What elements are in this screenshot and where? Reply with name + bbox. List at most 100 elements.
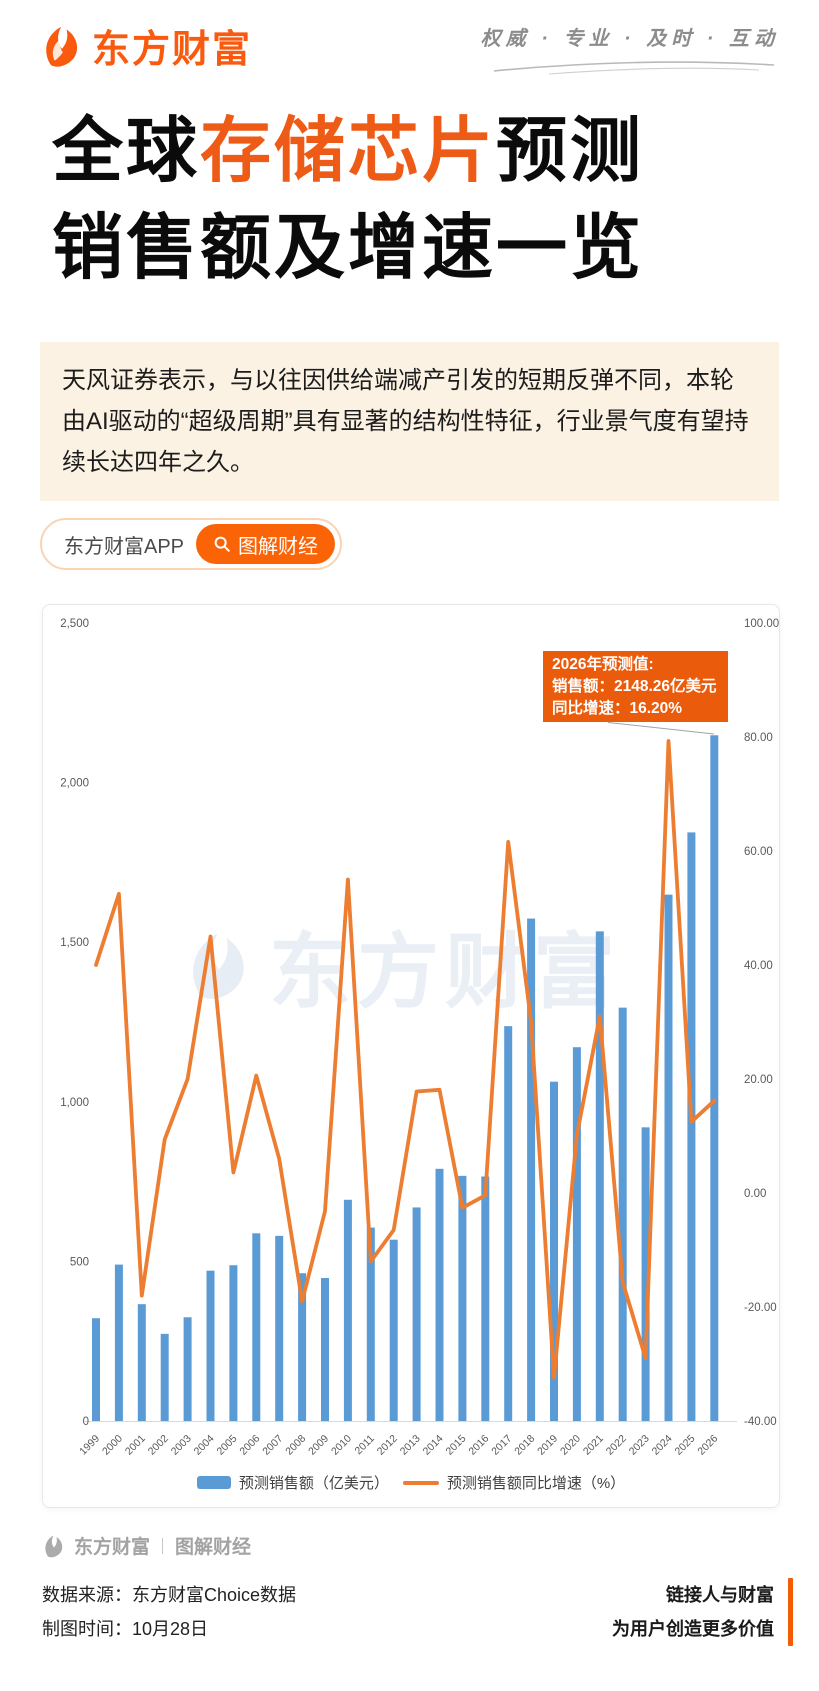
right-axis-tick: 80.00 [744, 732, 773, 744]
right-axis-tick: 60.00 [744, 846, 773, 858]
x-axis-label: 2012 [375, 1433, 400, 1458]
left-axis-tick: 0 [83, 1416, 89, 1428]
chart-channel-label: 图解财经 [238, 535, 319, 558]
annotation-title: 2026年预测值: [552, 655, 654, 673]
x-axis-label: 2005 [215, 1433, 240, 1458]
intro-paragraph: 天风证券表示，与以往因供给端减产引发的短期反弹不同，本轮由AI驱动的“超级周期”… [40, 342, 779, 501]
bar-2006 [252, 1233, 261, 1421]
legend-line-label: 预测销售额同比增速（%） [446, 1475, 626, 1492]
title-line-2: 销售额及增速一览 [52, 208, 645, 288]
x-axis-label: 2014 [421, 1433, 446, 1458]
left-axis-tick: 1,000 [60, 1097, 89, 1109]
bar-2017 [504, 1026, 513, 1421]
left-axis-tick: 2,500 [60, 618, 89, 630]
x-axis-label: 1999 [77, 1433, 102, 1458]
x-axis-label: 2018 [512, 1433, 537, 1458]
bar-2007 [275, 1235, 284, 1421]
bar-2026 [710, 735, 719, 1421]
right-axis-tick: 20.00 [744, 1074, 773, 1086]
right-axis-tick: -40.00 [744, 1416, 777, 1428]
bar-2014 [435, 1168, 444, 1421]
bar-2019 [550, 1081, 558, 1421]
footer-meta: 数据来源：东方财富Choice数据 制图时间：10月28日 [42, 1578, 296, 1646]
page-header: 东方财富 权威 · 专业 · 及时 · 互动 [40, 16, 779, 86]
bar-2005 [229, 1265, 238, 1421]
title-highlight: 存储芯片 [200, 112, 497, 191]
x-axis-label: 2022 [604, 1433, 629, 1458]
footer-logo-icon [45, 1535, 63, 1557]
forecast-annotation: 2026年预测值: 销售额：2148.26亿美元 同比增速：16.20% [543, 651, 728, 722]
chart-card: 东方财富 0 500 1,000 1,500 2,000 2,500 100.00 80.00… [42, 604, 780, 1508]
x-axis-label: 2025 [673, 1433, 698, 1458]
right-axis-tick: 0.00 [744, 1188, 766, 1200]
footer-channel-name: 图解财经 [175, 1537, 252, 1558]
title-line-1: 全球存储芯片预测 [52, 112, 645, 191]
bar-2009 [321, 1277, 329, 1421]
brand-name: 东方财富 [92, 29, 253, 71]
chart-channel-button[interactable]: 图解财经 [196, 524, 336, 564]
legend-item-growth: 预测销售额同比增速（%） [402, 1472, 626, 1493]
annotation-leader-line [607, 722, 715, 735]
legend-item-sales: 预测销售额（亿美元） [196, 1472, 389, 1493]
bar-2000 [114, 1264, 123, 1421]
bar-2020 [572, 1047, 581, 1421]
x-axis-label: 2004 [192, 1433, 217, 1458]
bar-2018 [527, 918, 536, 1421]
bar-2008 [298, 1273, 307, 1421]
bar-2022 [618, 1007, 627, 1421]
legend-line-swatch [402, 1480, 439, 1485]
footer-divider [162, 1537, 164, 1554]
x-axis-label: 2013 [398, 1433, 423, 1458]
x-axis-label: 2019 [535, 1433, 560, 1458]
app-name-label: 东方财富APP [64, 535, 185, 558]
data-source-line: 数据来源：东方财富Choice数据 [42, 1585, 297, 1605]
bar-2015 [458, 1175, 467, 1421]
bar-2004 [206, 1270, 215, 1421]
left-axis-tick: 2,000 [60, 778, 89, 790]
x-axis-label: 2006 [237, 1433, 262, 1458]
bar-2024 [664, 894, 673, 1421]
bar-2002 [160, 1333, 169, 1421]
bar-2011 [366, 1227, 375, 1421]
x-axis-label: 2002 [146, 1433, 171, 1458]
bar-2003 [183, 1317, 192, 1421]
footer-brand-row: 东方财富 图解财经 [42, 1532, 251, 1559]
bar-1999 [92, 1318, 100, 1421]
chart-legend: 预测销售额（亿美元） 预测销售额同比增速（%） [43, 1472, 779, 1493]
page-title: 全球存储芯片预测 销售额及增速一览 [52, 104, 772, 297]
bar-2025 [687, 832, 696, 1421]
x-axis-label: 2003 [169, 1433, 194, 1458]
legend-bar-label: 预测销售额（亿美元） [238, 1475, 389, 1492]
x-axis-label: 2008 [283, 1433, 308, 1458]
x-axis-label: 2024 [650, 1433, 675, 1458]
x-axis-label: 2000 [100, 1433, 125, 1458]
bar-2021 [595, 931, 604, 1421]
x-axis-label: 2007 [260, 1433, 285, 1458]
slogan-line-2: 为用户创造更多价值 [612, 1619, 774, 1639]
bar-2001 [137, 1304, 146, 1421]
annotation-growth: 同比增速：16.20% [552, 699, 683, 717]
right-axis-tick: 100.00 [744, 618, 779, 630]
chart-date-line: 制图时间：10月28日 [42, 1619, 209, 1639]
growth-line [94, 739, 717, 1380]
x-axis-label: 2021 [581, 1433, 606, 1458]
bar-2016 [481, 1176, 490, 1421]
x-axis-label: 2009 [306, 1433, 331, 1458]
right-axis-tick: 40.00 [744, 960, 773, 972]
x-axis-label: 2011 [352, 1433, 377, 1458]
x-axis-label: 2017 [489, 1433, 514, 1458]
bar-2010 [343, 1199, 352, 1421]
x-axis-label: 2020 [558, 1433, 583, 1458]
footer-brand-name: 东方财富 [74, 1537, 151, 1558]
legend-bar-swatch [196, 1476, 231, 1489]
brand-tagline-block: 权威 · 专业 · 及时 · 互动 [481, 22, 779, 80]
x-axis-label: 2026 [695, 1433, 720, 1458]
app-promo-pill[interactable]: 东方财富APP 图解财经 [40, 518, 343, 570]
tagline-swoosh-line [493, 61, 775, 75]
left-axis-tick: 1,500 [60, 937, 89, 949]
annotation-sales: 销售额：2148.26亿美元 [552, 677, 717, 695]
slogan-line-1: 链接人与财富 [666, 1585, 774, 1605]
bar-2012 [389, 1239, 398, 1421]
eastmoney-logo-icon [40, 24, 84, 68]
x-axis-label: 2001 [123, 1433, 148, 1458]
